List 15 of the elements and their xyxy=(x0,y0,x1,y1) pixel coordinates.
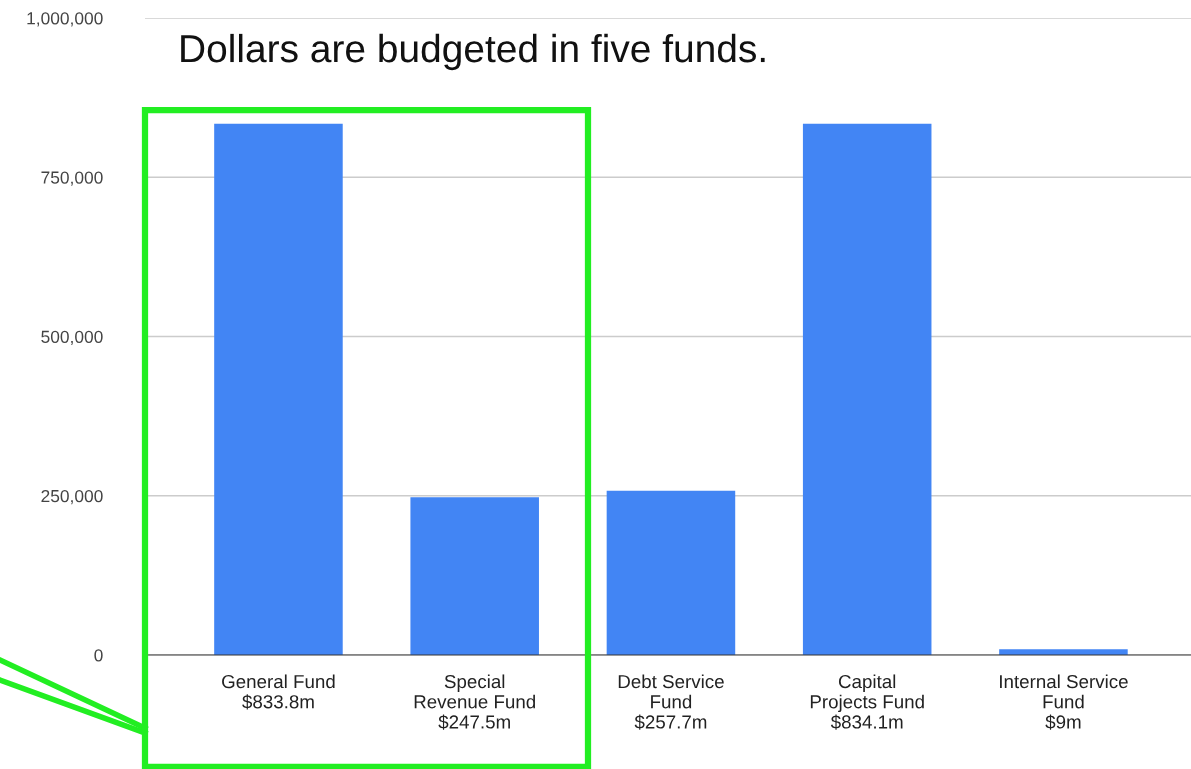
bar xyxy=(802,123,932,655)
x-tick-label: Special Revenue Fund $247.5m xyxy=(414,674,535,730)
bar xyxy=(606,490,736,655)
bar xyxy=(410,497,539,655)
x-tick-label: Internal Service Fund $9m xyxy=(1000,674,1128,730)
y-tick-label: 250,000 xyxy=(41,489,103,505)
y-tick-label: 1,000,000 xyxy=(27,12,103,27)
y-tick-label: 750,000 xyxy=(41,171,103,186)
x-tick-label: Capital Projects Fund $834.1m xyxy=(810,674,924,730)
x-tick-label: General Fund $833.8m xyxy=(222,674,335,710)
chart-title: Dollars are budgeted in five funds. xyxy=(181,33,765,71)
y-tick-label: 500,000 xyxy=(41,330,103,346)
x-tick-label: Debt Service Fund $257.7m xyxy=(618,674,724,730)
bar xyxy=(214,123,343,655)
y-tick-label: 0 xyxy=(94,649,103,662)
